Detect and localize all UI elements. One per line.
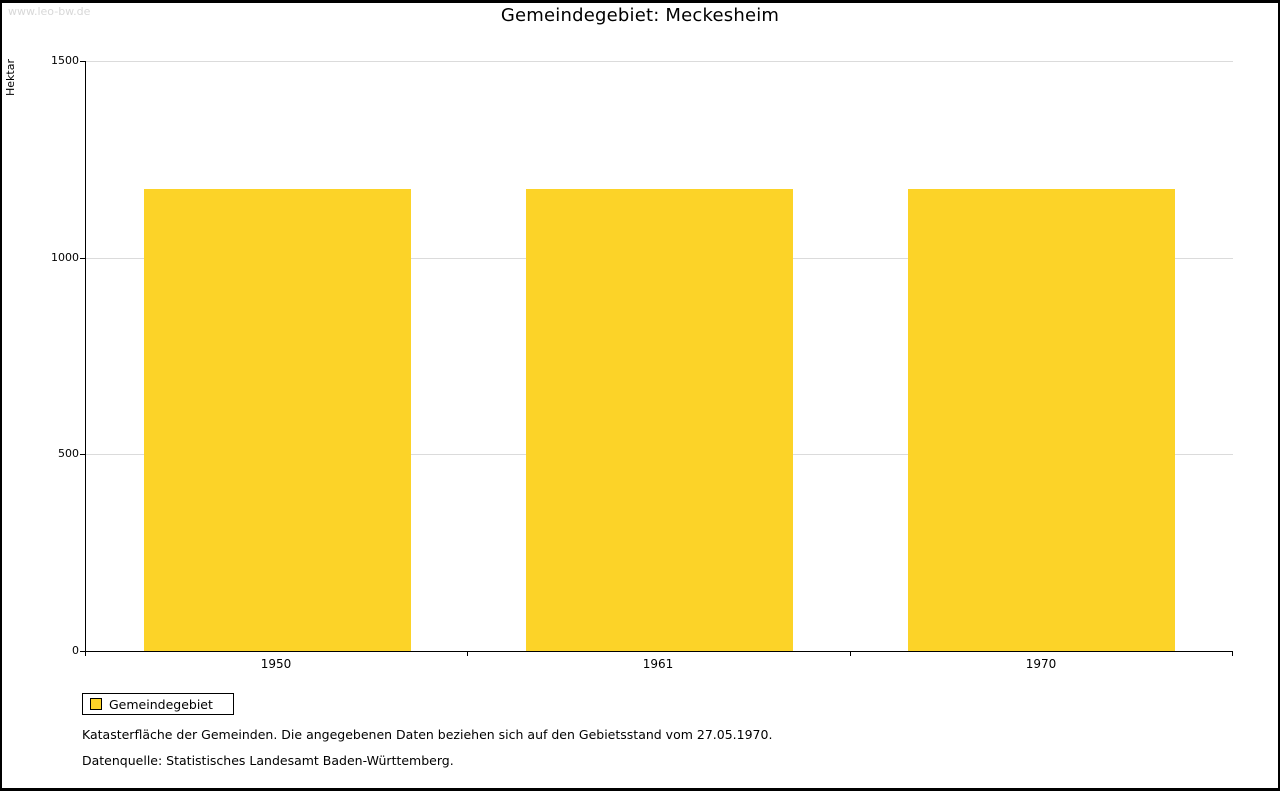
watermark-text: www.leo-bw.de [8, 5, 91, 18]
y-tick-mark-500 [80, 454, 85, 455]
x-tick-mark-1 [467, 652, 468, 656]
legend-label: Gemeindegebiet [109, 696, 213, 712]
x-tick-mark-2 [850, 652, 851, 656]
chart-title: Gemeindegebiet: Meckesheim [500, 5, 780, 26]
y-tick-label-1000: 1000 [51, 251, 79, 264]
bar-1970 [908, 189, 1175, 651]
x-category-label-1970: 1970 [1025, 657, 1057, 671]
y-tick-mark-0 [80, 651, 85, 652]
x-category-label-1961: 1961 [642, 657, 674, 671]
y-tick-mark-1500 [80, 61, 85, 62]
y-tick-label-500: 500 [58, 447, 79, 460]
y-tick-label-1500: 1500 [51, 54, 79, 67]
y-tick-mark-1000 [80, 258, 85, 259]
legend-swatch-gemeindegebiet [90, 698, 102, 710]
gridline-y-1500 [86, 61, 1233, 62]
bar-1950 [144, 189, 411, 651]
bar-1961 [526, 189, 793, 651]
plot-area [85, 61, 1233, 652]
y-tick-label-0: 0 [72, 644, 79, 657]
x-tick-mark-0 [85, 652, 86, 656]
footnote-source-note: Katasterfläche der Gemeinden. Die angege… [82, 727, 773, 742]
footnote-data-source: Datenquelle: Statistisches Landesamt Bad… [82, 753, 454, 768]
y-axis-title: Hektar [4, 59, 17, 96]
legend: Gemeindegebiet [82, 693, 234, 715]
x-tick-mark-3 [1232, 652, 1233, 656]
x-category-label-1950: 1950 [260, 657, 292, 671]
